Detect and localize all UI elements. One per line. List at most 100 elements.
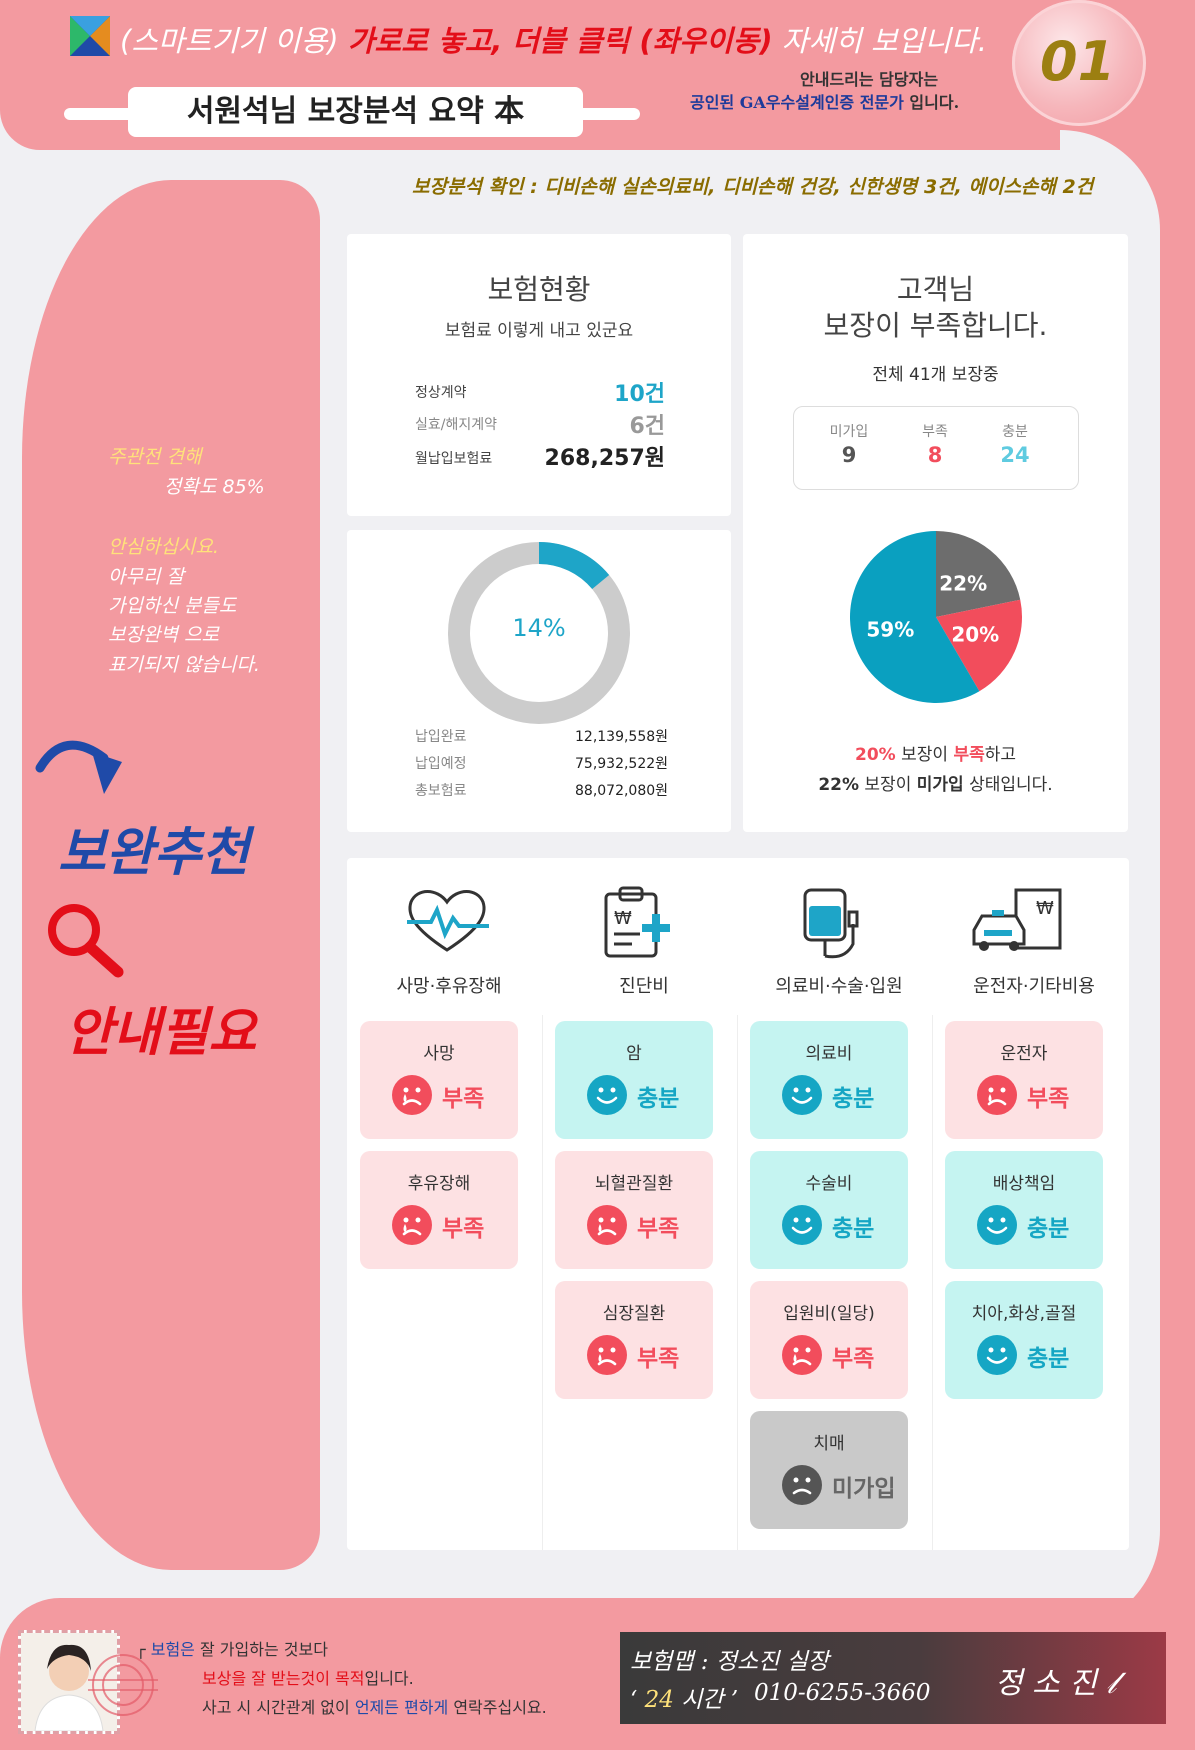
coverage-item-name: 사망 (423, 1044, 455, 1064)
page-number: 01 (1040, 30, 1116, 93)
coverage-item-name: 심장질환 (602, 1304, 666, 1324)
coverage-item-name: 암 (626, 1044, 642, 1064)
column-divider (932, 1015, 933, 1550)
coverage-total: 전체 41개 보장중 (872, 365, 999, 385)
curved-arrow-icon (35, 740, 122, 794)
sidebar-line: 표기되지 않습니다. (108, 654, 260, 676)
pie-label: 22% (939, 572, 987, 596)
insurance-status-card: 보험현황 보험료 이렇게 내고 있군요 정상계약 10건 실효/해지계약 6건 … (347, 234, 731, 516)
category-label: 사망·후유장해 (396, 976, 502, 997)
guide-suffix: 입니다. (903, 93, 960, 112)
reassure-label: 안심하십시요. (108, 536, 219, 558)
column-divider (737, 1015, 738, 1550)
coverage-status: 충분 (637, 1086, 680, 1112)
clipboard-plus-icon: ₩ (604, 886, 670, 958)
coverage-stats-box: 미가입 9 부족 8 충분 24 (793, 406, 1079, 490)
sidebar-panel (22, 180, 320, 1570)
brand-logo-icon (70, 16, 110, 56)
guide-needed-label: 안내필요 (65, 1002, 257, 1063)
coverage-status: 부족 (442, 1086, 485, 1112)
coverage-summary-2: 22% 보장이 미가입 상태입니다. (743, 770, 1128, 795)
crying-face-icon (587, 1335, 627, 1375)
guide-expert: 공인된 GA우수설계인증 전문가 (690, 93, 904, 112)
lapsed-contracts-value: 6건 (629, 414, 665, 439)
coverage-status: 부족 (637, 1216, 680, 1242)
coverage-tile[interactable]: 치매 미가입 (750, 1411, 908, 1529)
accuracy-label: 정확도 85% (164, 476, 265, 498)
summary-percent: 22% (818, 775, 860, 795)
coverage-item-name: 후유장해 (407, 1174, 471, 1194)
coverage-title-1: 고객님 (896, 273, 975, 306)
footer-line-2: 보상을 잘 받는것이 목적입니다. (202, 1665, 414, 1689)
postmark-icon (88, 1654, 158, 1716)
crying-face-icon (977, 1075, 1017, 1115)
coverage-status: 충분 (832, 1216, 875, 1242)
payment-row-label: 총보험료 (415, 783, 467, 799)
payment-card: 14% 납입완료 12,139,558원 납입예정 75,932,522원 총보… (347, 530, 731, 832)
sidebar-line: 가입하신 분들도 (108, 595, 237, 617)
payment-row-label: 납입예정 (415, 756, 467, 772)
coverage-item-name: 수술비 (805, 1174, 853, 1194)
phone-number[interactable]: 010-6255-3660 (754, 1680, 931, 1706)
coverage-tile[interactable]: 심장질환 부족 (555, 1281, 713, 1399)
donut-paid (448, 542, 630, 724)
coverage-item-name: 배상책임 (992, 1174, 1056, 1194)
stat-label: 부족 (922, 424, 948, 440)
coverage-title-2: 보장이 부족합니다. (823, 309, 1048, 342)
crying-face-icon (782, 1335, 822, 1375)
coverage-summary-1: 20% 보장이 부족하고 (743, 740, 1128, 765)
coverage-tile[interactable]: 입원비(일당) 부족 (750, 1281, 908, 1399)
page-number-bubble (1012, 0, 1146, 126)
smile-face-icon (977, 1335, 1017, 1375)
svg-text:₩: ₩ (614, 908, 632, 929)
agent-name: 보험맵 : 정소진 실장 (630, 1649, 829, 1675)
coverage-status: 충분 (1027, 1216, 1070, 1242)
monthly-premium-value: 268,257원 (544, 446, 665, 471)
pie-label: 20% (951, 623, 999, 647)
coverage-item-name: 치아,화상,골절 (971, 1304, 1077, 1324)
summary-text: 보장이 (895, 745, 954, 765)
agent-portrait-icon (21, 1633, 117, 1732)
stat-enough: 24 (1000, 443, 1030, 467)
stat-label: 미가입 (829, 424, 869, 440)
footer-blue: 보험은 (150, 1640, 195, 1659)
footer-text: 잘 가입하는 것보다 (194, 1640, 328, 1659)
footer-line-3: 사고 시 시간관계 없이 언제든 편하게 연락주십시요. (202, 1694, 547, 1718)
coverage-pie-chart: 22% 20% 59% (850, 531, 1022, 703)
coverage-tile[interactable]: 운전자 부족 (945, 1021, 1103, 1139)
svg-text:₩: ₩ (1036, 898, 1054, 919)
footer-text: 입니다. (364, 1669, 414, 1688)
coverage-tile[interactable]: 의료비 충분 (750, 1021, 908, 1139)
sidebar-line: 보장완벽 으로 (108, 624, 219, 646)
coverage-status: 부족 (832, 1346, 875, 1372)
pie-slice (936, 599, 1022, 692)
stat-short: 8 (927, 443, 943, 467)
column-divider (542, 1015, 543, 1550)
coverage-status: 충분 (1027, 1346, 1070, 1372)
footer-red: 보상을 잘 받는것이 목적 (202, 1669, 365, 1688)
pie-slice (850, 531, 980, 703)
insurance-status-title: 보험현황 (487, 273, 591, 306)
smile-face-icon (782, 1075, 822, 1115)
magnifier-icon (48, 904, 124, 978)
category-label: 진단비 (619, 976, 669, 997)
coverage-item-name: 입원비(일당) (783, 1304, 875, 1324)
hours-text: 시간 ’ (673, 1687, 739, 1713)
category-label: 운전자·기타비용 (973, 976, 1095, 997)
category-label: 의료비·수술·입원 (775, 976, 903, 997)
total-amount: 88,072,080원 (575, 783, 669, 799)
crying-face-icon (392, 1075, 432, 1115)
headline-highlight: 가로로 놓고, 더블 클릭 (좌우이동) (347, 24, 773, 58)
contact-box: 보험맵 : 정소진 실장 ‘ 24 시간 ’ 010-6255-3660 정 소… (620, 1632, 1166, 1724)
guide-line-2: 공인된 GA우수설계인증 전문가 입니다. (690, 89, 959, 113)
coverage-tile[interactable]: 후유장해 부족 (360, 1151, 518, 1269)
coverage-status: 부족 (1027, 1086, 1070, 1112)
coverage-item-name: 뇌혈관질환 (594, 1174, 674, 1194)
smile-face-icon (977, 1205, 1017, 1245)
